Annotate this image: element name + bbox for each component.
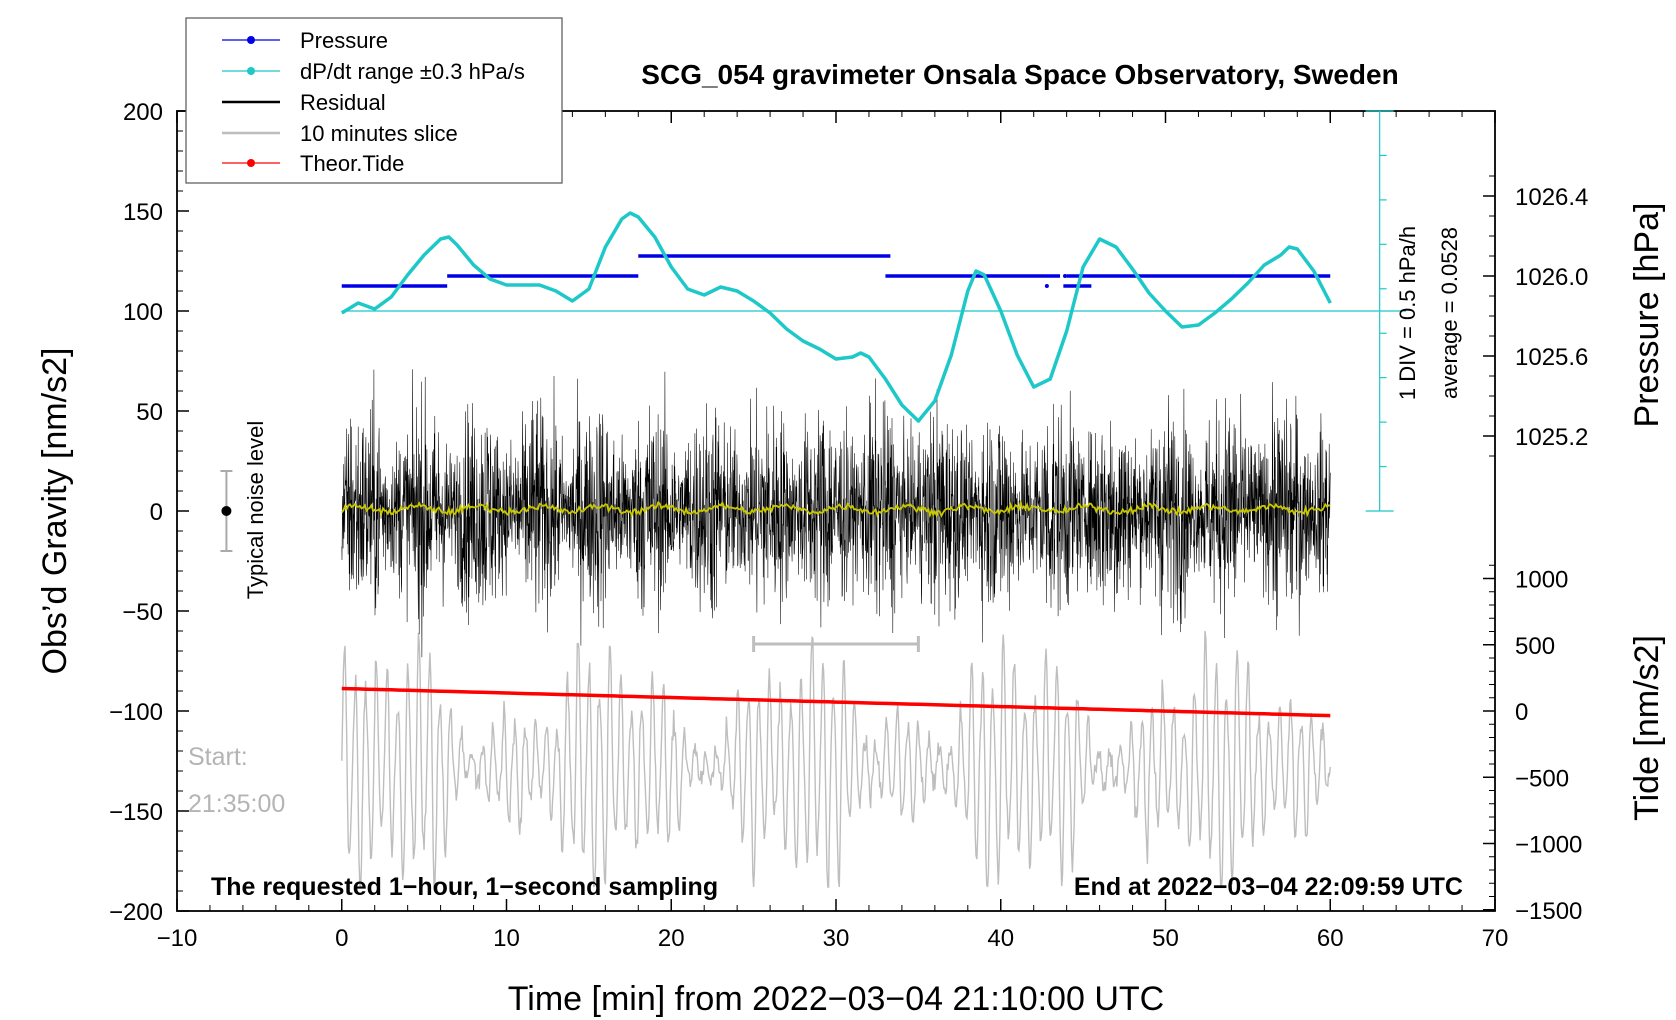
x-tick-label: 60 <box>1317 925 1344 952</box>
tide-line <box>341 686 1331 718</box>
y-tick-label: 100 <box>123 299 163 326</box>
legend-pressure-label: Pressure <box>300 28 388 53</box>
dpdt-series <box>340 110 1407 512</box>
legend-pressure-marker <box>247 36 255 44</box>
y-tick-label: −200 <box>109 899 163 926</box>
x-tick-label: 0 <box>335 925 348 952</box>
x-tick-label: 70 <box>1482 925 1509 952</box>
legend-tide-label: Theor.Tide <box>300 151 404 176</box>
pressure-scale-label: 1 DIV = 0.5 hPa/h <box>1395 226 1420 400</box>
pressure-tick-label: 1025.2 <box>1515 424 1588 451</box>
y-tick-label: 0 <box>150 499 163 526</box>
ten-minute-slice-series <box>341 630 1331 888</box>
smoothed-residual-series <box>341 499 1331 519</box>
pressure-tick-label: 1025.6 <box>1515 344 1588 371</box>
dpdt-line <box>340 211 1332 423</box>
pressure-point <box>1063 274 1068 278</box>
x-tick-label: 10 <box>493 925 520 952</box>
x-tick-label: 40 <box>987 925 1014 952</box>
tide-tick-label: −500 <box>1515 765 1569 792</box>
noise-level-label: Typical noise level <box>243 421 268 600</box>
x-axis-label: Time [min] from 2022−03−04 21:10:00 UTC <box>508 980 1164 1018</box>
pressure-point <box>1044 284 1049 288</box>
residual-series <box>341 369 1331 658</box>
chart-title: SCG_054 gravimeter Onsala Space Observat… <box>641 59 1398 90</box>
tide-axis-label: Tide [nm/s2] <box>1628 635 1666 821</box>
legend-slice-label: 10 minutes slice <box>300 121 458 146</box>
residual-line <box>341 369 1331 658</box>
legend-dpdt-marker <box>247 67 255 75</box>
slice-line <box>341 630 1331 888</box>
pressure-axis-label: Pressure [hPa] <box>1628 203 1666 428</box>
legend-dpdt-label: dP/dt range ±0.3 hPa/s <box>300 59 525 84</box>
theoretical-tide-series <box>341 686 1331 718</box>
y-tick-label: 200 <box>123 99 163 126</box>
tide-tick-label: −1000 <box>1515 832 1582 859</box>
legend-tide-marker <box>247 159 255 167</box>
y-tick-label: 50 <box>136 399 163 426</box>
y-tick-label: −50 <box>122 599 163 626</box>
legend-box <box>185 17 563 184</box>
tide-tick-label: 1000 <box>1515 567 1568 594</box>
smoothed-line <box>341 499 1331 519</box>
start-time-label: 21:35:00 <box>188 790 285 818</box>
tide-tick-label: 500 <box>1515 633 1555 660</box>
y-tick-label: 150 <box>123 199 163 226</box>
pressure-tick-label: 1026.4 <box>1515 184 1588 211</box>
pressure-tick-label: 1026.0 <box>1515 264 1588 291</box>
start-label: Start: <box>188 743 248 771</box>
x-tick-label: 30 <box>823 925 850 952</box>
axis-ticks: −10 0 10 20 30 40 50 60 70200150100500−50−100−15… <box>109 99 1588 952</box>
legend: Pressure dP/dt range ±0.3 hPa/s Residual… <box>185 17 563 184</box>
tide-tick-label: 0 <box>1515 699 1528 726</box>
x-tick-label: 20 <box>658 925 685 952</box>
y-tick-label: −150 <box>109 799 163 826</box>
left-axis-label: Obs’d Gravity [nm/s2] <box>36 348 74 675</box>
footer-right-text: End at 2022−03−04 22:09:59 UTC <box>1074 873 1463 901</box>
y-tick-label: −100 <box>109 699 163 726</box>
x-tick-label: −10 <box>157 925 198 952</box>
pressure-average-label: average = 0.0528 <box>1437 227 1462 399</box>
footer-left-text: The requested 1−hour, 1−second sampling <box>211 873 718 901</box>
tide-tick-label: −1500 <box>1515 898 1582 925</box>
annotations <box>220 470 920 652</box>
legend-residual-label: Residual <box>300 90 386 115</box>
noise-bar-center <box>221 506 232 516</box>
x-tick-label: 50 <box>1152 925 1179 952</box>
